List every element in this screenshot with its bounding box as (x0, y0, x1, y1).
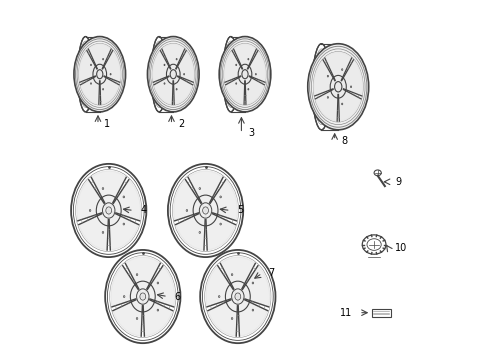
Ellipse shape (157, 282, 159, 284)
Text: 1: 1 (104, 120, 111, 129)
Text: 11: 11 (341, 308, 353, 318)
Polygon shape (79, 211, 109, 250)
Ellipse shape (102, 58, 103, 60)
Polygon shape (109, 211, 139, 250)
Ellipse shape (374, 170, 381, 176)
Ellipse shape (136, 274, 138, 275)
Polygon shape (205, 180, 238, 221)
Polygon shape (325, 53, 352, 87)
Ellipse shape (220, 196, 221, 198)
Polygon shape (173, 74, 193, 104)
Ellipse shape (147, 37, 199, 112)
Text: 8: 8 (341, 136, 347, 145)
Ellipse shape (186, 210, 188, 211)
Polygon shape (245, 51, 266, 82)
Ellipse shape (102, 231, 104, 233)
Ellipse shape (231, 274, 233, 275)
Text: 5: 5 (237, 206, 244, 216)
Polygon shape (338, 87, 361, 121)
Polygon shape (208, 297, 238, 336)
Polygon shape (154, 74, 173, 104)
Polygon shape (143, 297, 172, 336)
Ellipse shape (255, 73, 256, 75)
Polygon shape (188, 171, 223, 211)
Ellipse shape (342, 69, 343, 71)
Polygon shape (111, 266, 143, 307)
Ellipse shape (136, 318, 138, 319)
Ellipse shape (110, 73, 111, 75)
Ellipse shape (102, 89, 103, 90)
Text: 9: 9 (395, 177, 401, 187)
Bar (372, 309, 391, 317)
Polygon shape (162, 44, 185, 74)
Ellipse shape (350, 86, 352, 87)
Ellipse shape (327, 75, 328, 77)
Polygon shape (77, 180, 109, 221)
Text: 6: 6 (174, 292, 180, 302)
Text: 4: 4 (140, 206, 147, 216)
Ellipse shape (123, 296, 125, 297)
Ellipse shape (252, 309, 254, 311)
Polygon shape (113, 297, 143, 336)
Text: 10: 10 (395, 243, 407, 253)
Ellipse shape (308, 44, 368, 130)
Polygon shape (245, 74, 264, 104)
Polygon shape (100, 74, 119, 104)
Ellipse shape (184, 73, 185, 75)
Polygon shape (173, 51, 194, 82)
Ellipse shape (176, 89, 177, 90)
Polygon shape (224, 51, 245, 82)
Ellipse shape (164, 83, 165, 84)
Ellipse shape (236, 64, 237, 66)
Polygon shape (88, 44, 111, 74)
Polygon shape (125, 257, 160, 297)
Polygon shape (143, 266, 175, 307)
Polygon shape (79, 51, 100, 82)
Polygon shape (173, 180, 205, 221)
Polygon shape (175, 211, 205, 250)
Polygon shape (80, 74, 100, 104)
Ellipse shape (123, 196, 124, 198)
Ellipse shape (342, 103, 343, 105)
Ellipse shape (199, 188, 200, 189)
Ellipse shape (327, 96, 328, 98)
Polygon shape (238, 266, 270, 307)
Ellipse shape (102, 188, 104, 189)
Polygon shape (91, 171, 126, 211)
Polygon shape (220, 257, 255, 297)
Ellipse shape (74, 37, 125, 112)
Polygon shape (338, 60, 363, 96)
Ellipse shape (91, 83, 92, 84)
Polygon shape (100, 51, 121, 82)
Ellipse shape (91, 64, 92, 66)
Text: 2: 2 (178, 120, 184, 129)
Polygon shape (109, 180, 141, 221)
Text: 3: 3 (248, 129, 254, 138)
Ellipse shape (176, 58, 177, 60)
Polygon shape (153, 51, 173, 82)
Ellipse shape (362, 235, 386, 254)
Text: 7: 7 (269, 268, 275, 278)
Ellipse shape (219, 37, 271, 112)
Ellipse shape (157, 309, 159, 311)
Polygon shape (316, 87, 338, 121)
Ellipse shape (123, 223, 124, 225)
Ellipse shape (164, 64, 165, 66)
Polygon shape (205, 211, 236, 250)
Ellipse shape (252, 282, 254, 284)
Ellipse shape (89, 210, 91, 211)
Ellipse shape (199, 231, 200, 233)
Ellipse shape (231, 318, 233, 319)
Polygon shape (238, 297, 268, 336)
Ellipse shape (219, 296, 220, 297)
Polygon shape (314, 60, 338, 96)
Ellipse shape (248, 89, 249, 90)
Polygon shape (206, 266, 238, 307)
Ellipse shape (236, 83, 237, 84)
Ellipse shape (248, 58, 249, 60)
Polygon shape (226, 74, 245, 104)
Polygon shape (234, 44, 256, 74)
Ellipse shape (220, 223, 221, 225)
